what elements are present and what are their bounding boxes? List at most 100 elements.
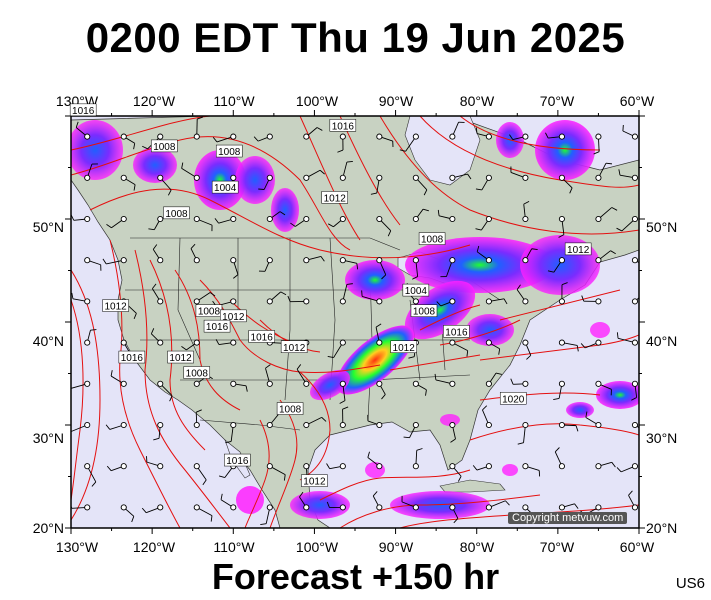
lat-label-left: 20°N: [33, 520, 64, 536]
wind-barb: [616, 463, 638, 473]
lon-label-bottom: 70°W: [540, 539, 575, 555]
wind-barb: [193, 215, 213, 232]
lat-label-right: 40°N: [646, 333, 677, 349]
wind-barb: [181, 339, 200, 351]
wind-barb: [522, 201, 530, 223]
wind-barb: [434, 373, 456, 387]
isobar-label: 1012: [280, 340, 308, 354]
lon-label-bottom: 130°W: [56, 539, 99, 555]
wind-barb: [558, 282, 568, 305]
isobar-value: 1008: [165, 209, 188, 220]
wind-barb: [476, 245, 492, 264]
wind-barb: [401, 495, 419, 511]
wind-barb: [475, 174, 492, 191]
wind-barb: [449, 463, 462, 482]
wind-barb: [75, 121, 91, 140]
lon-label-top: 110°W: [213, 93, 255, 109]
wind-barb: [449, 173, 472, 181]
wind-barb: [595, 207, 618, 223]
wind-barb: [485, 372, 502, 387]
isobar-label: 1020: [499, 392, 527, 405]
wind-barb: [580, 339, 602, 349]
wind-barb: [212, 133, 237, 143]
wind-barb: [84, 257, 102, 271]
wind-barb: [581, 295, 602, 305]
wind-barb: [193, 292, 216, 305]
lon-label-bottom: 80°W: [460, 539, 495, 555]
wind-barb: [361, 290, 383, 305]
wind-barb: [339, 283, 353, 305]
wind-barb: [157, 174, 172, 196]
wind-barb: [120, 133, 136, 150]
wind-barb: [553, 380, 565, 400]
wind-barb: [616, 332, 638, 346]
wind-barb: [412, 208, 429, 223]
wind-barb: [260, 504, 273, 526]
wind-barb: [287, 295, 310, 305]
page-title: 0200 EDT Thu 19 Jun 2025: [85, 14, 626, 61]
wind-barb: [449, 421, 456, 443]
wind-barb: [631, 380, 638, 401]
isobar-label: 1008: [418, 232, 446, 246]
isobar-value: 1008: [279, 405, 302, 416]
wind-barb: [616, 215, 638, 232]
wind-barb: [253, 133, 273, 142]
isobar-label: 1008: [183, 366, 211, 380]
wind-barb: [337, 133, 346, 153]
isobar-value: 1012: [222, 312, 245, 323]
wind-barb: [193, 463, 207, 486]
wind-barb: [303, 416, 327, 429]
wind-barb: [212, 298, 237, 307]
wind-barb: [71, 292, 91, 305]
wind-barb: [440, 257, 456, 278]
isobar-label: 1008: [276, 402, 304, 416]
wind-barb: [181, 162, 200, 181]
wind-barb: [558, 503, 579, 511]
wind-barb: [475, 127, 492, 140]
wind-barb: [230, 257, 239, 279]
wind-barb: [585, 411, 602, 429]
wind-barb: [595, 380, 612, 396]
isobar-value: 1008: [153, 142, 176, 153]
wind-barb: [509, 133, 529, 141]
wind-barb: [558, 339, 579, 352]
isobar-value: 1008: [413, 307, 436, 318]
wind-barb: [258, 174, 273, 190]
isobar-label: 1008: [163, 206, 190, 220]
wind-barb: [554, 447, 565, 470]
wind-barb: [595, 162, 613, 181]
wind-barb: [558, 174, 573, 194]
isobar-value: 1012: [303, 477, 326, 488]
isobar-value: 1016: [445, 327, 468, 338]
wind-barb: [303, 127, 323, 140]
isobar-label: 1008: [151, 139, 178, 153]
longitude-labels-bottom: 130°W 120°W 110°W 100°W 90°W 80°W 70°W 6…: [56, 539, 655, 555]
isobar-label: 1016: [224, 453, 251, 467]
isobar-value: 1012: [283, 343, 306, 354]
isobar-label: 1012: [321, 191, 348, 204]
wind-barb: [120, 504, 135, 523]
wind-barb: [449, 339, 469, 357]
isobar-label: 1008: [195, 304, 223, 318]
isobar-value: 1008: [198, 307, 221, 318]
isobar-label: 1004: [402, 283, 430, 297]
lat-label-left: 30°N: [33, 430, 64, 446]
isobar-label: 1012: [102, 299, 129, 313]
isobar-label: 1016: [329, 119, 357, 132]
wind-barb: [327, 339, 346, 359]
wind-barb: [399, 133, 419, 152]
wind-barb: [193, 116, 204, 140]
wind-barb: [102, 257, 127, 265]
wind-barb: [437, 209, 456, 223]
isobar-value: 1016: [332, 121, 355, 132]
wind-barb: [157, 380, 173, 402]
wind-barb: [412, 448, 423, 470]
isobar-label: 1016: [69, 103, 97, 117]
wind-barb: [547, 257, 565, 273]
wind-barb: [296, 364, 310, 387]
wind-barbs: [71, 116, 639, 526]
wind-barb: [146, 456, 164, 470]
wind-barb: [105, 421, 127, 430]
wind-barb: [628, 490, 638, 511]
